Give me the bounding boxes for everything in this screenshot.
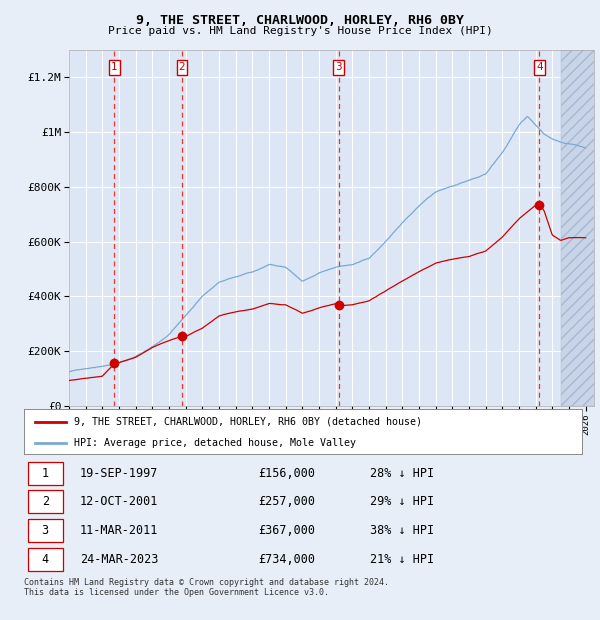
Text: 21% ↓ HPI: 21% ↓ HPI (370, 552, 434, 565)
FancyBboxPatch shape (28, 462, 62, 485)
Text: 38% ↓ HPI: 38% ↓ HPI (370, 524, 434, 537)
FancyBboxPatch shape (28, 519, 62, 542)
Text: 3: 3 (335, 63, 342, 73)
Bar (560, 50, 600, 406)
Text: 9, THE STREET, CHARLWOOD, HORLEY, RH6 0BY (detached house): 9, THE STREET, CHARLWOOD, HORLEY, RH6 0B… (74, 417, 422, 427)
Text: 28% ↓ HPI: 28% ↓ HPI (370, 467, 434, 480)
Text: 2: 2 (179, 63, 185, 73)
Text: 3: 3 (41, 524, 49, 537)
Text: 1: 1 (111, 63, 118, 73)
Text: HPI: Average price, detached house, Mole Valley: HPI: Average price, detached house, Mole… (74, 438, 356, 448)
Text: 19-SEP-1997: 19-SEP-1997 (80, 467, 158, 480)
Text: 24-MAR-2023: 24-MAR-2023 (80, 552, 158, 565)
Text: 11-MAR-2011: 11-MAR-2011 (80, 524, 158, 537)
Text: 2: 2 (41, 495, 49, 508)
Text: £734,000: £734,000 (259, 552, 316, 565)
Text: 9, THE STREET, CHARLWOOD, HORLEY, RH6 0BY: 9, THE STREET, CHARLWOOD, HORLEY, RH6 0B… (136, 14, 464, 27)
Text: 4: 4 (41, 552, 49, 565)
Text: £257,000: £257,000 (259, 495, 316, 508)
Text: Price paid vs. HM Land Registry's House Price Index (HPI): Price paid vs. HM Land Registry's House … (107, 26, 493, 36)
Text: 12-OCT-2001: 12-OCT-2001 (80, 495, 158, 508)
FancyBboxPatch shape (28, 490, 62, 513)
Text: £367,000: £367,000 (259, 524, 316, 537)
FancyBboxPatch shape (28, 547, 62, 570)
Text: 1: 1 (41, 467, 49, 480)
Text: 29% ↓ HPI: 29% ↓ HPI (370, 495, 434, 508)
Text: £156,000: £156,000 (259, 467, 316, 480)
Text: Contains HM Land Registry data © Crown copyright and database right 2024.
This d: Contains HM Land Registry data © Crown c… (24, 578, 389, 597)
Text: 4: 4 (536, 63, 543, 73)
